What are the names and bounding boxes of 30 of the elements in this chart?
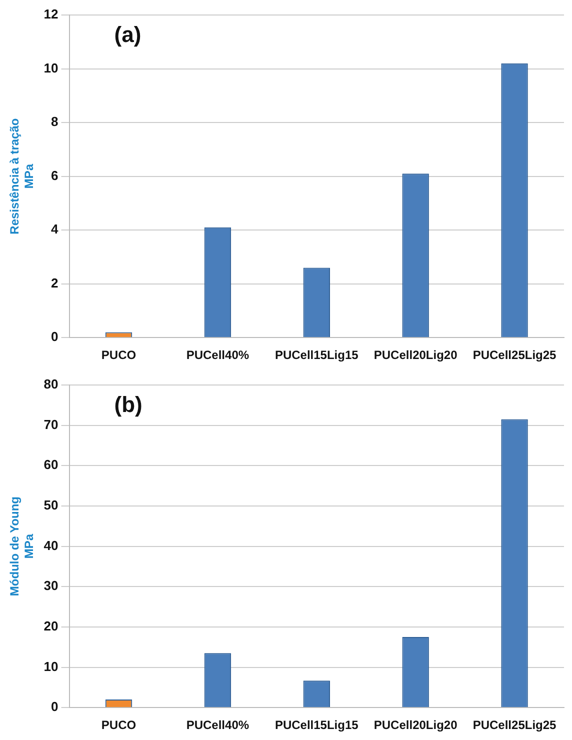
x-tick-label: PUCell20Lig20 — [374, 718, 458, 732]
x-tick-label: PUCell40% — [186, 348, 250, 362]
chart-title: (a) — [114, 22, 142, 48]
y-tick-label: 0 — [51, 699, 58, 714]
y-tick-label: 30 — [44, 578, 58, 594]
y-tick-label: 70 — [44, 416, 58, 432]
y-tick-label: 10 — [44, 60, 58, 76]
y-tick-label: 50 — [44, 498, 58, 513]
y-tick-label: 60 — [44, 457, 58, 472]
y-tick-label: 8 — [51, 114, 58, 130]
x-tick-label: PUCell40% — [186, 718, 250, 732]
y-tick-label: 0 — [51, 329, 58, 344]
y-tick-label: 4 — [51, 222, 60, 237]
chart-title: (b) — [114, 392, 142, 418]
y-axis-title: Módulo de Young MPa — [8, 496, 36, 596]
x-tick-label: PUCell15Lig15 — [274, 718, 359, 732]
y-axis-title: Resistência à tração MPa — [8, 118, 36, 234]
x-tick-label: PUCell25Lig25 — [472, 348, 557, 362]
x-tick-label: PUCell15Lig15 — [274, 348, 359, 362]
y-tick-label: 6 — [51, 168, 58, 183]
y-tick-label: 20 — [44, 618, 58, 634]
y-tick-label: 10 — [44, 658, 58, 674]
y-tick-label: 40 — [44, 538, 58, 553]
y-tick-label: 2 — [51, 275, 58, 290]
y-tick-label: 80 — [44, 376, 58, 392]
y-tick-label: 12 — [44, 6, 58, 22]
x-tick-label: PUCO — [101, 348, 136, 362]
x-tick-label: PUCell25Lig25 — [472, 718, 557, 732]
x-tick-label: PUCell20Lig20 — [374, 348, 458, 362]
x-tick-label: PUCO — [101, 718, 136, 732]
